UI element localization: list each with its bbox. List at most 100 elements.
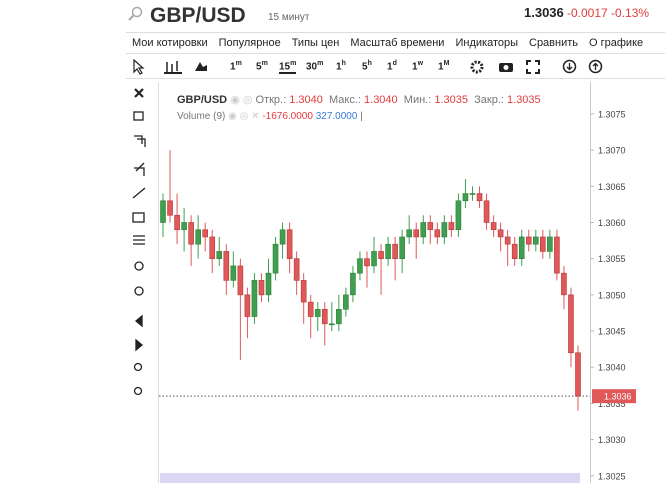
download[interactable]: [562, 59, 577, 74]
y-tick-label: 1.3025: [598, 471, 626, 481]
area-type[interactable]: [194, 60, 208, 72]
menu-item[interactable]: Мои котировки: [132, 37, 208, 49]
timeframe[interactable]: 15m: [279, 60, 297, 75]
magnet[interactable]: [133, 362, 143, 372]
close-tool[interactable]: [134, 88, 144, 98]
y-tick-label: 1.3060: [598, 218, 626, 228]
candle-body: [314, 309, 321, 317]
timeframe[interactable]: 1h: [336, 60, 346, 72]
zoom-in[interactable]: [134, 261, 144, 271]
candle-body: [364, 258, 370, 267]
timeframe-unit: h: [341, 60, 346, 67]
timeframe[interactable]: 1m: [230, 60, 242, 72]
y-tick-label: 1.3075: [598, 109, 626, 119]
candle-body: [561, 272, 567, 296]
timeframe-unit: m: [235, 60, 242, 67]
candle-body: [357, 258, 363, 274]
candle-body: [209, 236, 216, 259]
change-pct: -0.13%: [611, 6, 650, 20]
menu-item[interactable]: О графике: [589, 37, 644, 49]
y-tick-label: 1.3065: [598, 182, 626, 192]
candle-body: [385, 243, 391, 259]
candle-body: [329, 323, 335, 326]
menu-item[interactable]: Масштаб времени: [350, 37, 445, 49]
timeframe-num: 1: [336, 61, 342, 73]
line-tool[interactable]: [132, 187, 146, 199]
menu-item[interactable]: Сравнить: [529, 37, 579, 49]
candle-body: [265, 272, 272, 296]
timeframe-num: 5: [256, 61, 262, 73]
select-tool[interactable]: [133, 111, 144, 121]
close: 1.3035: [507, 94, 541, 106]
candle-body: [223, 251, 230, 281]
menu-item[interactable]: Популярное: [218, 37, 281, 49]
candle-body: [216, 251, 223, 259]
timeframe[interactable]: 30m: [306, 60, 323, 72]
upload[interactable]: [588, 59, 603, 74]
rect-tool[interactable]: [132, 212, 145, 223]
timeframe[interactable]: 1M: [438, 60, 449, 72]
fullscreen[interactable]: [526, 60, 540, 74]
crosshair[interactable]: [133, 386, 143, 396]
candle-body: [321, 309, 328, 325]
timeframe[interactable]: 1d: [387, 60, 397, 72]
candle-body: [286, 229, 293, 259]
candle-body: [272, 243, 279, 274]
menu-item[interactable]: Типы цен: [291, 37, 340, 49]
candle-body: [427, 222, 434, 231]
scroll-left[interactable]: [134, 314, 143, 328]
timeframe-unit: m: [261, 60, 268, 67]
timeframe-num: 5: [362, 61, 368, 73]
timeframe[interactable]: 5h: [362, 60, 372, 72]
timeframe-unit: m: [317, 60, 324, 67]
menu-item[interactable]: Индикаторы: [455, 37, 518, 49]
y-tick-label: 1.3040: [598, 363, 626, 373]
copy-tool[interactable]: [134, 135, 146, 147]
levels-tool[interactable]: [133, 235, 145, 245]
candle-body: [568, 294, 574, 354]
candle-body: [511, 243, 518, 259]
cursor: |: [360, 111, 363, 122]
timeframe[interactable]: 1w: [412, 60, 423, 72]
timeframe-num: 1: [230, 61, 236, 73]
candle-body: [307, 301, 314, 317]
settings[interactable]: [470, 60, 484, 74]
candle-body: [441, 222, 448, 238]
y-tick-label: 1.3050: [598, 290, 626, 300]
timeframe[interactable]: 5m: [256, 60, 268, 72]
snapshot[interactable]: [498, 60, 514, 73]
legend: GBP/USD ◉ ◎ Откр.: 1.3040 Макс.: 1.3040 …: [177, 94, 541, 106]
search-icon[interactable]: [128, 6, 144, 22]
candle-body: [181, 222, 187, 231]
y-tick-label: 1.3030: [598, 435, 626, 445]
scroll-right[interactable]: [135, 338, 144, 352]
high-label: Макс.:: [329, 94, 361, 106]
candle-body: [378, 251, 384, 259]
candle-body: [195, 229, 201, 245]
candle-body: [244, 294, 251, 317]
candle-body: [532, 236, 539, 245]
candle-body: [279, 229, 286, 245]
fib-tool[interactable]: [134, 162, 145, 176]
cursor-tool[interactable]: [132, 59, 146, 75]
y-tick-label: 1.3045: [598, 327, 626, 337]
candle-body: [540, 236, 546, 252]
candle-body: [547, 236, 553, 252]
candle-body: [462, 193, 469, 202]
timeframe-unit: h: [367, 60, 372, 67]
low-label: Мин.:: [403, 94, 432, 106]
toolbar: 1m 5m 15m 30m 1h 5h 1d 1w 1M: [126, 56, 665, 79]
candle-body: [293, 258, 300, 281]
zoom-out[interactable]: [134, 286, 144, 296]
volume-b: 327.0000: [315, 111, 358, 122]
candle-body: [413, 229, 420, 238]
candles-type[interactable]: [164, 60, 182, 74]
candle-body: [554, 236, 560, 274]
candle-body: [350, 272, 356, 296]
candle-body: [575, 352, 581, 397]
timeframe-unit: d: [392, 60, 397, 67]
y-tick-label: 1.3070: [598, 146, 626, 156]
interval: 15 минут: [268, 12, 310, 23]
close-label: Закр.:: [474, 94, 504, 106]
